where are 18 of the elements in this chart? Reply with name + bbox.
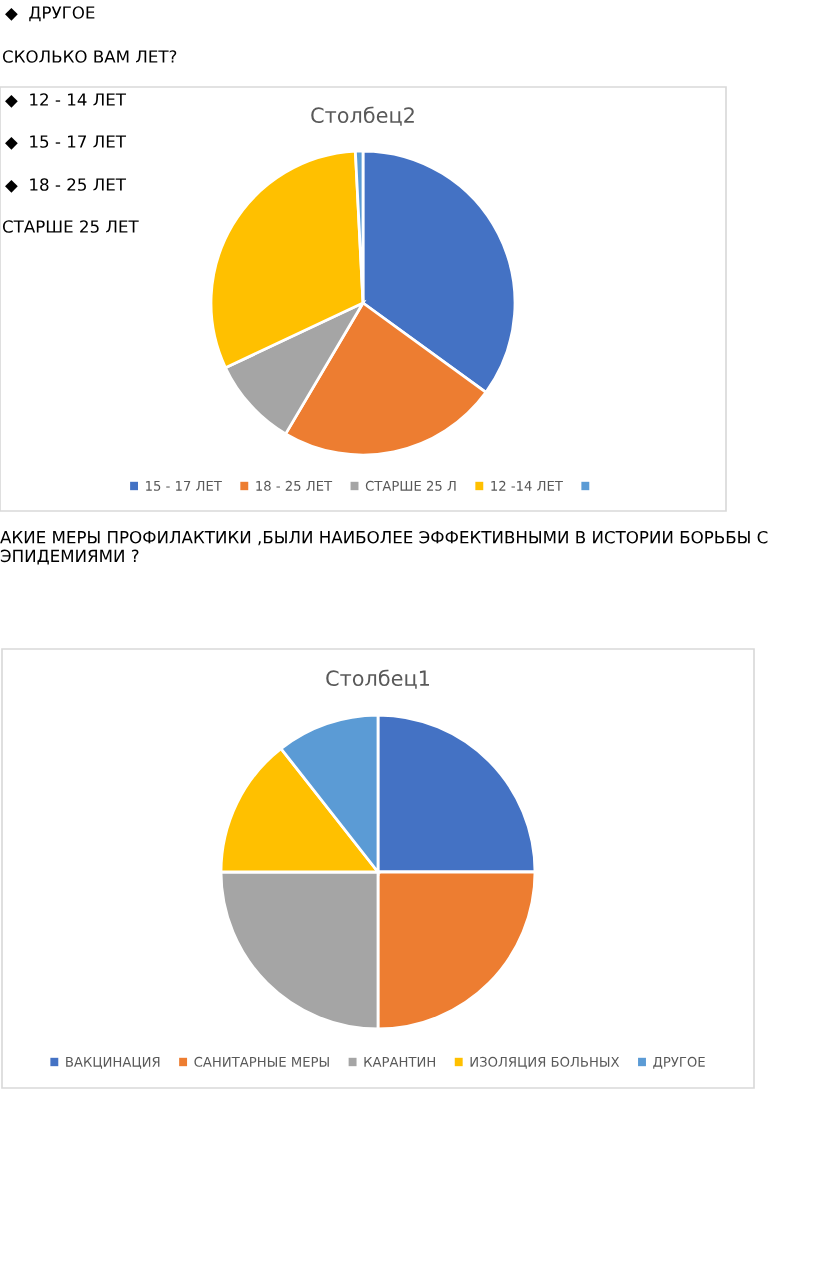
legend-label: ИЗОЛЯЦИЯ БОЛЬНЫХ xyxy=(470,1056,620,1069)
legend-label: ДРУГОЕ xyxy=(653,1056,705,1069)
legend-label: САНИТАРНЫЕ МЕРЫ xyxy=(194,1056,329,1067)
text: ◆ ДРУГОЕ xyxy=(5,6,95,22)
legend-label: 18 - 25 ЛЕТ xyxy=(256,480,333,491)
legend-label: СТАРШЕ 25 Л xyxy=(365,480,456,491)
text: ◆ 12 - 14 ЛЕТ xyxy=(5,93,127,108)
text: АКИЕ МЕРЫ ПРОФИЛАКТИКИ ,БЫЛИ НАИБОЛЕЕ ЭФФЕКТИВНЫМИ В ИСТОРИИ БОРЬБЫ С ЭПИДЕМИЯМИ ? xyxy=(0,530,768,565)
text: ◆ 15 - 17 ЛЕТ xyxy=(5,135,127,150)
legend-label: 15 - 17 ЛЕТ xyxy=(146,481,222,491)
legend-label: 12 -14 ЛЕТ xyxy=(491,480,563,491)
legend-label: КАРАНТИН xyxy=(364,1057,435,1067)
chart-title: Столбец1 xyxy=(326,669,429,689)
text: СТАРШЕ 25 ЛЕТ xyxy=(2,220,139,233)
legend-label: ВАКЦИНАЦИЯ xyxy=(66,1057,160,1069)
text: СКОЛЬКО ВАМ ЛЕТ? xyxy=(2,50,177,63)
chart-title: Столбец2 xyxy=(311,106,414,126)
text: ◆ 18 - 25 ЛЕТ xyxy=(5,178,127,193)
